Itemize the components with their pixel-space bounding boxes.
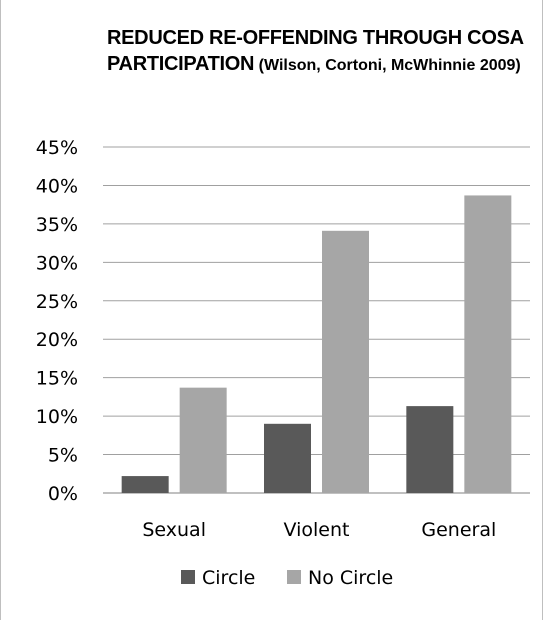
bar-no-circle — [322, 230, 369, 493]
x-category-label: Violent — [284, 519, 350, 541]
bar-no-circle — [179, 387, 227, 493]
y-tick-label: 5% — [48, 445, 78, 467]
bar-circle — [406, 406, 454, 493]
bar-circle — [264, 423, 311, 493]
chart-title-main: REDUCED RE-OFFENDING THROUGH COSA PARTIC… — [107, 27, 524, 75]
y-tick-label: 45% — [36, 137, 78, 159]
legend-label: No Circle — [308, 567, 393, 589]
x-category-label: Sexual — [142, 519, 206, 541]
x-category-label: General — [421, 519, 496, 541]
chart-title-subtitle: (Wilson, Cortoni, McWhinnie 2009) — [258, 57, 521, 74]
bar-no-circle — [464, 195, 512, 493]
y-tick-label: 35% — [36, 214, 78, 236]
y-tick-label: 15% — [36, 368, 78, 390]
legend-label: Circle — [202, 567, 255, 589]
y-tick-label: 20% — [36, 329, 78, 351]
y-tick-label: 30% — [36, 252, 78, 274]
y-tick-label: 10% — [36, 406, 78, 428]
legend-swatch — [181, 570, 195, 584]
bar-circle — [121, 476, 169, 493]
y-tick-label: 40% — [36, 175, 78, 197]
legend-swatch — [287, 570, 301, 584]
chart-title: REDUCED RE-OFFENDING THROUGH COSA PARTIC… — [107, 26, 527, 78]
y-tick-label: 0% — [48, 483, 78, 505]
y-tick-label: 25% — [36, 291, 78, 313]
